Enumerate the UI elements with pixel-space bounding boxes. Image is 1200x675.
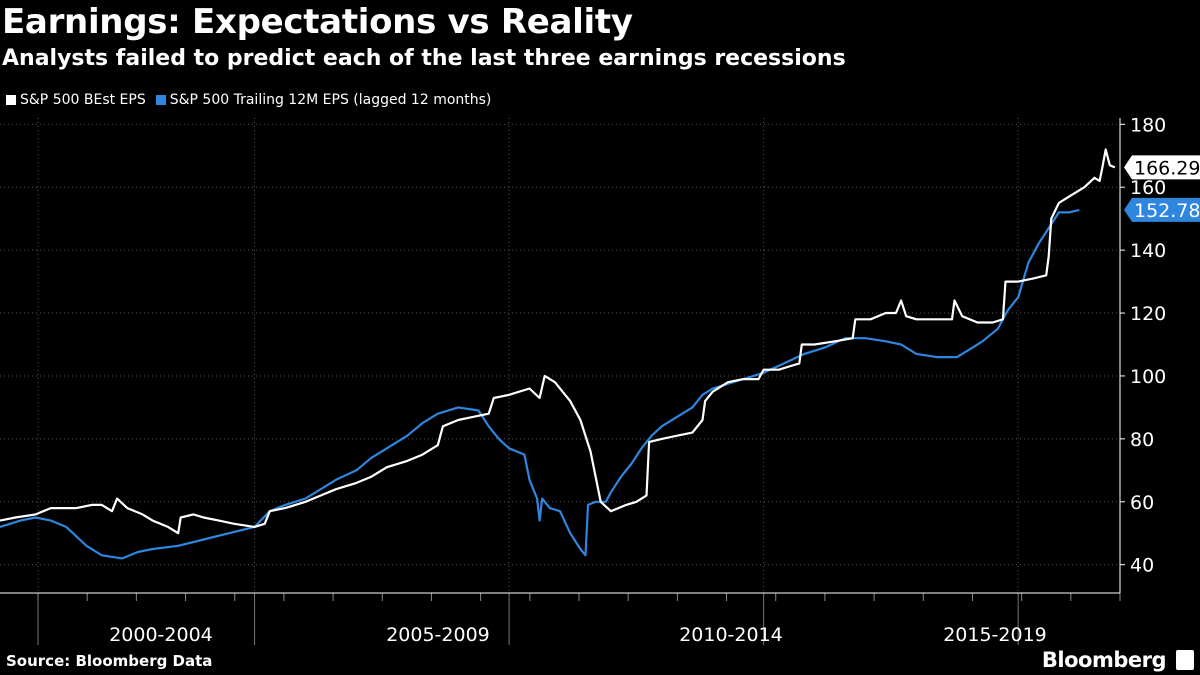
x-period-label: 2010-2014	[679, 624, 783, 646]
chart-subtitle: Analysts failed to predict each of the l…	[2, 46, 846, 71]
source-note: Source: Bloomberg Data	[6, 652, 213, 670]
brand-logo-text: Bloomberg	[1041, 648, 1167, 672]
series-line-best-eps	[0, 148, 1116, 535]
legend-swatch-white	[6, 95, 16, 105]
y-tick-label: 140	[1130, 240, 1166, 262]
y-tick-label: 100	[1130, 366, 1166, 388]
y-tick-label: 80	[1130, 429, 1154, 451]
y-tick-label: 40	[1130, 555, 1154, 577]
x-period-label: 2005-2009	[386, 624, 490, 646]
y-tick-label: 180	[1130, 114, 1166, 136]
x-period-label: 2000-2004	[109, 624, 213, 646]
legend-item-trailing-eps: S&P 500 Trailing 12M EPS (lagged 12 mont…	[155, 92, 492, 108]
y-tick-label: 160	[1130, 177, 1166, 199]
y-tick-label: 120	[1130, 303, 1166, 325]
last-value-trailing-eps-box	[1124, 197, 1200, 222]
legend-label: S&P 500 Trailing 12M EPS (lagged 12 mont…	[169, 92, 492, 108]
legend-label: S&P 500 BEst EPS	[20, 92, 146, 108]
y-tick-label: 60	[1130, 492, 1154, 514]
legend-swatch-blue	[155, 95, 166, 105]
legend: S&P 500 BEst EPS S&P 500 Trailing 12M EP…	[6, 92, 491, 108]
x-period-label: 2015-2019	[943, 624, 1047, 646]
last-value-best-eps-label: 166.29	[1134, 157, 1200, 179]
series-line-trailing-eps	[0, 208, 1080, 560]
last-value-trailing-eps-label: 152.78	[1134, 200, 1200, 222]
terminal-icon	[1176, 650, 1194, 670]
chart-title: Earnings: Expectations vs Reality	[2, 2, 633, 42]
legend-item-best-eps: S&P 500 BEst EPS	[6, 92, 146, 108]
last-value-best-eps-box	[1124, 155, 1200, 180]
